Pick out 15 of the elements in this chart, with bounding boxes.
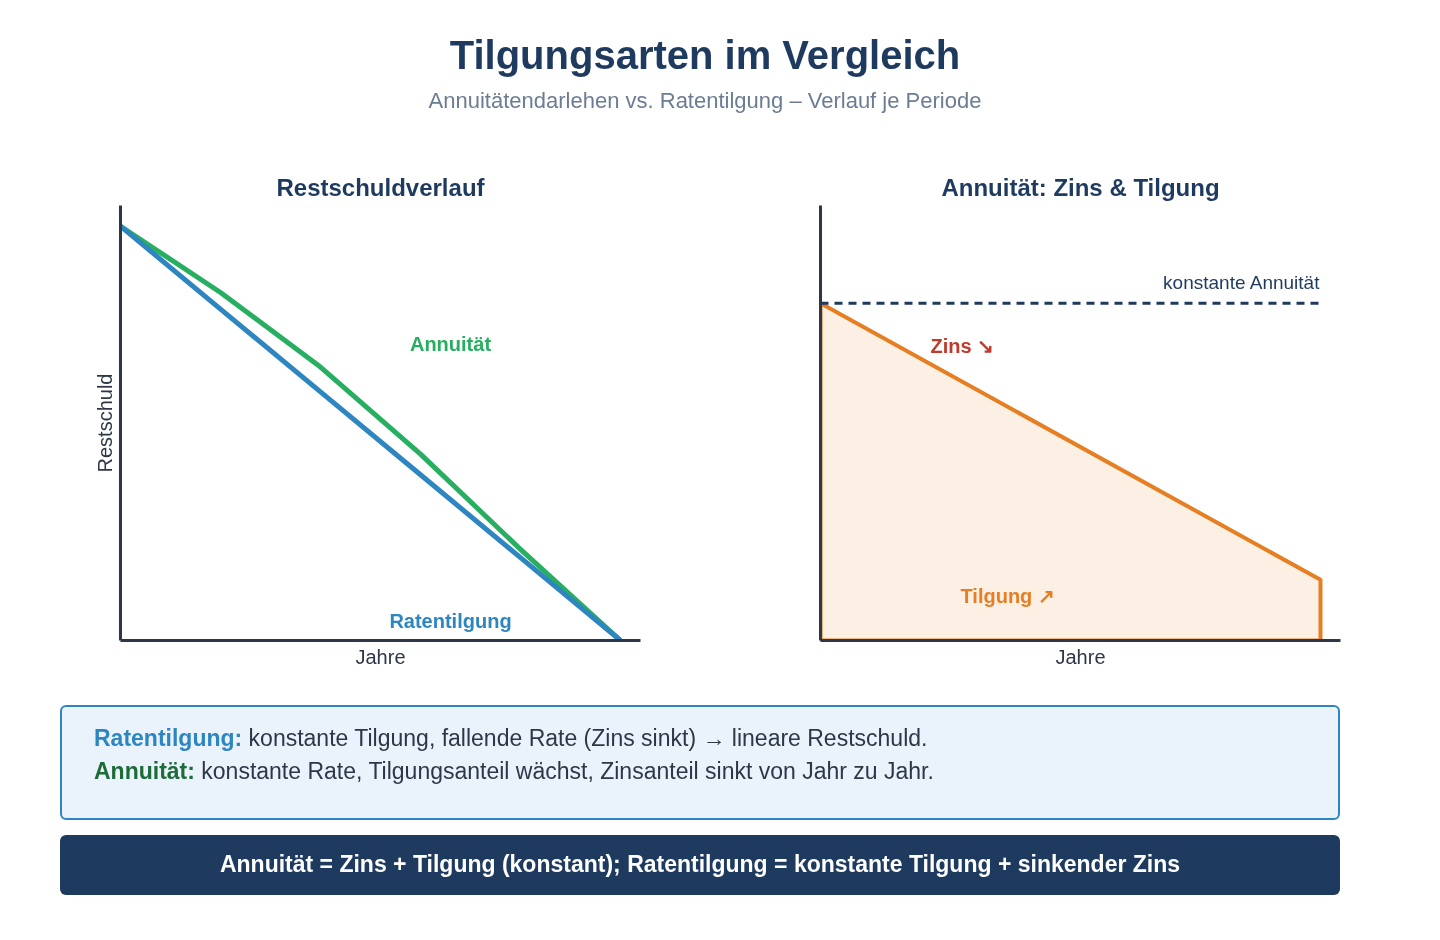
text: Tilgungsarten im Vergleich: [448, 33, 962, 78]
text: Ratentilgung: [389, 610, 512, 633]
text: Annuität = Zins + Tilgung (konstant); Ratentilgung = konstante Tilgung + sinkender Zins: [219, 851, 1181, 878]
chart-title: Restschuldverlauf: [276, 173, 486, 201]
text: Annuitätendarlehen vs. Ratentilgung – Verlauf je Periode: [427, 88, 983, 114]
annotation: Zins ↘: [930, 335, 995, 358]
x-axis-title: Jahre: [1055, 645, 1106, 668]
annotation: Tilgung ↗: [960, 584, 1055, 607]
ref-line-label: konstante Annuität: [1163, 272, 1321, 294]
text: Annuität: [409, 332, 492, 355]
text: Annuität: konstante Rate, Tilgungsanteil wächst, Zinsanteil sinkt von Jahr zu Jahr.: [94, 758, 934, 785]
text: Ratentilgung: konstante Tilgung, fallende Rate (Zins sinkt) → lineare Restschuld.: [94, 725, 929, 752]
y-axis-title: Restschuld: [93, 373, 116, 473]
chart-title: Annuität: Zins & Tilgung: [941, 173, 1220, 201]
x-axis-title: Jahre: [355, 645, 406, 668]
